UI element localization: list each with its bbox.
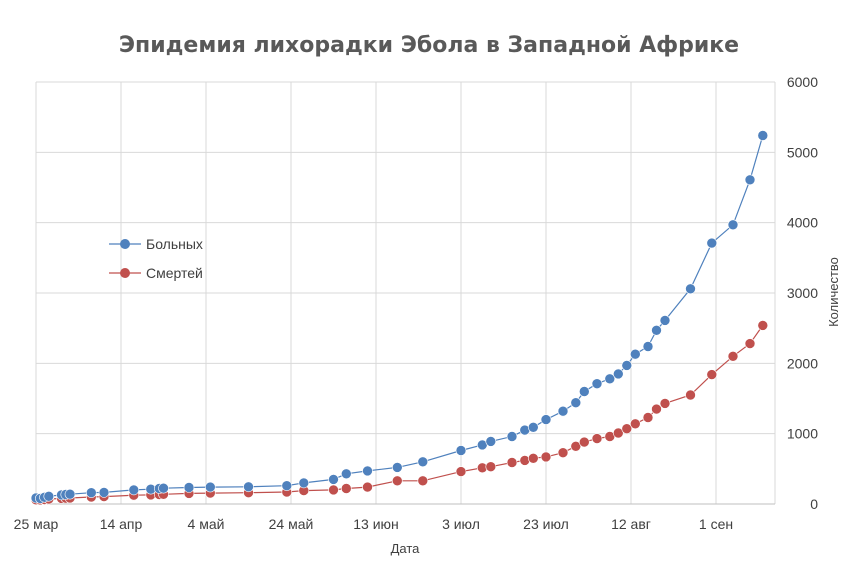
data-point bbox=[578, 436, 590, 448]
data-point bbox=[659, 398, 671, 409]
legend-label: Смертей bbox=[146, 265, 203, 281]
x-tick-label: 4 май bbox=[188, 516, 225, 532]
data-point bbox=[506, 457, 518, 468]
data-point bbox=[391, 475, 403, 487]
data-point bbox=[485, 436, 497, 447]
legend-marker bbox=[120, 268, 130, 278]
data-point bbox=[158, 482, 169, 494]
legend-item: Больных bbox=[109, 236, 203, 252]
data-point bbox=[455, 466, 467, 477]
data-point bbox=[506, 431, 518, 442]
data-point bbox=[43, 490, 55, 502]
data-point bbox=[183, 482, 195, 493]
data-point bbox=[685, 283, 696, 295]
data-point bbox=[391, 462, 403, 473]
y-tick-label: 5000 bbox=[787, 144, 818, 160]
x-tick-label: 12 авг bbox=[611, 516, 651, 532]
x-tick-label: 24 май bbox=[269, 516, 314, 532]
x-tick-label: 3 июл bbox=[442, 516, 480, 532]
data-point bbox=[757, 130, 769, 141]
data-point bbox=[591, 378, 603, 390]
y-axis-ticks: 0 1000 2000 3000 4000 5000 6000 bbox=[787, 74, 818, 512]
data-point bbox=[455, 445, 467, 456]
x-tick-label: 25 мар bbox=[14, 516, 59, 532]
series-layer bbox=[30, 130, 769, 506]
data-point bbox=[578, 386, 590, 397]
data-point bbox=[243, 481, 254, 493]
data-point bbox=[570, 440, 582, 452]
data-point bbox=[642, 341, 654, 352]
data-point bbox=[557, 405, 569, 417]
data-point bbox=[629, 348, 641, 360]
x-axis-title: Дата bbox=[391, 541, 421, 556]
chart-title: Эпидемия лихорадки Эбола в Западной Афри… bbox=[119, 33, 739, 58]
data-point bbox=[540, 414, 552, 425]
data-point bbox=[485, 461, 497, 473]
x-axis-ticks: 25 мар 14 апр 4 май 24 май 13 июн 3 июл 23 июл… bbox=[14, 516, 733, 532]
y-tick-label: 6000 bbox=[787, 74, 818, 90]
data-point bbox=[685, 389, 696, 401]
legend-label: Больных bbox=[146, 236, 203, 252]
data-point bbox=[328, 474, 339, 485]
data-point bbox=[604, 373, 616, 385]
y-tick-label: 3000 bbox=[787, 285, 818, 301]
data-point bbox=[298, 477, 310, 489]
legend-marker bbox=[120, 239, 130, 249]
data-point bbox=[205, 481, 216, 493]
y-tick-label: 4000 bbox=[787, 215, 818, 231]
data-point bbox=[128, 484, 140, 496]
x-tick-label: 23 июл bbox=[523, 516, 569, 532]
data-point bbox=[340, 468, 352, 480]
data-point bbox=[527, 452, 539, 464]
data-point bbox=[362, 465, 373, 477]
data-point bbox=[659, 315, 671, 326]
data-point bbox=[527, 421, 539, 433]
data-point bbox=[642, 412, 654, 423]
data-point bbox=[64, 488, 76, 500]
series-0 bbox=[30, 130, 769, 504]
data-point bbox=[651, 403, 662, 415]
data-point bbox=[757, 320, 769, 331]
data-point bbox=[328, 484, 339, 496]
data-point bbox=[629, 418, 641, 430]
data-point bbox=[727, 219, 739, 231]
x-tick-label: 1 сен bbox=[699, 516, 733, 532]
series-line bbox=[35, 325, 764, 501]
y-axis-title: Количество bbox=[826, 257, 841, 327]
data-point bbox=[86, 487, 97, 499]
data-point bbox=[744, 174, 756, 186]
x-tick-label: 14 апр bbox=[100, 516, 143, 532]
data-point bbox=[417, 456, 429, 468]
data-point bbox=[612, 368, 624, 380]
data-point bbox=[744, 338, 756, 349]
data-point bbox=[621, 423, 633, 435]
data-point bbox=[706, 369, 718, 380]
y-tick-label: 1000 bbox=[787, 426, 818, 442]
data-point bbox=[417, 475, 429, 487]
data-point bbox=[621, 360, 633, 371]
legend: Больных Смертей bbox=[109, 236, 203, 281]
data-point bbox=[706, 237, 718, 249]
data-point bbox=[591, 433, 603, 444]
data-point bbox=[98, 487, 110, 498]
data-point bbox=[612, 427, 624, 439]
grid bbox=[35, 81, 776, 505]
series-1 bbox=[30, 320, 769, 506]
data-point bbox=[340, 483, 352, 494]
series-line bbox=[35, 135, 764, 500]
data-point bbox=[570, 397, 582, 409]
data-point bbox=[651, 324, 662, 336]
data-point bbox=[362, 481, 373, 493]
x-tick-label: 13 июн bbox=[353, 516, 399, 532]
legend-item: Смертей bbox=[109, 265, 203, 281]
data-point bbox=[727, 350, 739, 362]
y-tick-label: 2000 bbox=[787, 355, 818, 371]
y-tick-label: 0 bbox=[810, 496, 818, 512]
data-point bbox=[540, 451, 552, 463]
data-point bbox=[557, 447, 569, 459]
data-point bbox=[281, 480, 293, 492]
